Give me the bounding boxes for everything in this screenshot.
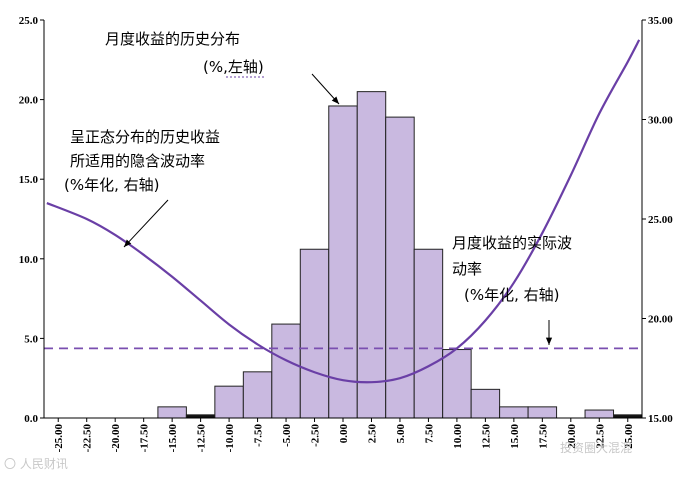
x-tick-label: -20.00 — [110, 424, 122, 453]
bar-10.00 — [442, 349, 472, 419]
x-tick-label: 22.50 — [594, 424, 606, 449]
bar-17.50 — [527, 406, 558, 419]
bar--7.50 — [242, 371, 273, 419]
x-tick-label: 20.00 — [566, 424, 578, 449]
y-tick-label: 15.0 — [19, 174, 39, 186]
x-tick-label: -7.50 — [253, 424, 265, 447]
curves — [44, 39, 642, 384]
y2-tick-label: 25.00 — [648, 214, 673, 226]
watermark: 投资圈大混混 — [560, 440, 632, 455]
x-tick-label: -15.00 — [167, 424, 179, 453]
y2-tick-label: 30.00 — [648, 115, 673, 127]
annotation-line: (%年化, 右轴) — [464, 286, 560, 304]
bar--5.00 — [271, 323, 301, 419]
bar--2.50 — [299, 248, 330, 419]
axes: 0.0 5.0 10.0 15.0 20.0 25.0 15.00 20.00 25.00 30.… — [19, 15, 674, 452]
y2-tick-label: 20.00 — [648, 314, 673, 326]
arrow-head — [545, 337, 553, 345]
y2-tick-label: 15.00 — [648, 413, 673, 425]
x-tick-label: 5.00 — [395, 424, 407, 444]
x-tick-label: 10.00 — [452, 424, 464, 449]
annotation-line: (%,左轴) — [203, 58, 264, 76]
x-tick-label: 7.50 — [423, 424, 435, 444]
watermarks: 〇 人民财讯 投资圈大混混 — [4, 440, 632, 471]
annotation-line: 呈正态分布的历史收益 — [70, 128, 220, 146]
arrow-head — [331, 96, 339, 104]
y-tick-label: 10.0 — [19, 254, 39, 266]
x-tick-label: 12.50 — [480, 424, 492, 449]
bar-0.00 — [328, 105, 358, 419]
bar-12.50 — [470, 388, 501, 419]
x-tick-label: 25.00 — [623, 424, 635, 449]
annotation-arrow — [123, 199, 169, 248]
annotation-line: 所适用的隐含波动率 — [70, 152, 205, 170]
x-tick-label: 15.00 — [509, 424, 521, 449]
histogram-bars — [157, 91, 643, 419]
y-tick-label: 0.0 — [24, 413, 38, 425]
x-tick-label: -2.50 — [310, 424, 322, 447]
x-tick-label: -25.00 — [53, 424, 65, 453]
y2-tick-label: 35.00 — [648, 15, 673, 27]
bar-7.50 — [413, 248, 444, 419]
y-tick-label: 5.0 — [24, 333, 38, 345]
x-tick-label: 2.50 — [366, 424, 378, 444]
x-tick-label: -22.50 — [82, 424, 94, 453]
annotation-line: 月度收益的实际波 — [452, 234, 572, 252]
bar-2.50 — [356, 91, 387, 419]
arrow-head — [124, 239, 132, 247]
bar-5.00 — [385, 116, 415, 419]
bar--15.00 — [157, 406, 187, 419]
implied-vol-curve — [46, 39, 641, 384]
x-tick-label: 17.50 — [537, 424, 549, 449]
watermark: 〇 人民财讯 — [4, 457, 68, 471]
x-tick-label: 0.00 — [338, 424, 350, 444]
y-tick-label: 20.0 — [19, 95, 39, 107]
x-tick-label: -17.50 — [139, 424, 151, 453]
annotation-line: 动率 — [452, 260, 482, 278]
bar-22.50 — [584, 409, 615, 419]
annotation-line: 月度收益的历史分布 — [105, 30, 240, 48]
annotation-line: (%年化, 右轴) — [64, 176, 160, 194]
x-tick-label: -12.50 — [196, 424, 208, 453]
x-tick-label: -10.00 — [224, 424, 236, 453]
x-tick-label: -5.00 — [281, 424, 293, 447]
bar--10.00 — [214, 385, 244, 419]
y-tick-label: 25.0 — [19, 15, 39, 27]
bar-15.00 — [499, 406, 529, 419]
